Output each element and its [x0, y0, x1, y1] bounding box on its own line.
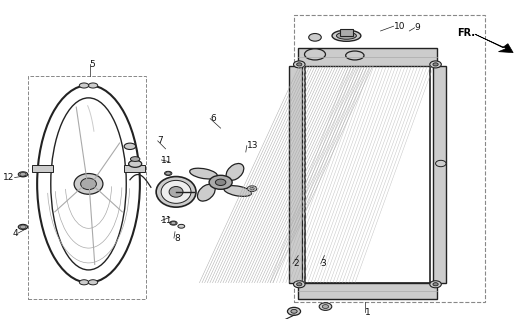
Circle shape [250, 188, 254, 190]
Ellipse shape [81, 178, 97, 190]
Circle shape [436, 160, 446, 167]
Text: FR.: FR. [458, 28, 476, 37]
Ellipse shape [79, 83, 89, 88]
Ellipse shape [297, 63, 302, 66]
Text: 2: 2 [293, 259, 299, 268]
Circle shape [215, 179, 226, 186]
Bar [433, 66, 446, 283]
Text: 1: 1 [365, 308, 371, 317]
Bar [28, 76, 146, 299]
Circle shape [247, 186, 257, 192]
Ellipse shape [294, 281, 305, 288]
Text: 7: 7 [158, 136, 164, 145]
Ellipse shape [433, 283, 438, 286]
Circle shape [209, 175, 232, 189]
Circle shape [322, 305, 328, 308]
Text: 12: 12 [3, 173, 15, 182]
Ellipse shape [197, 184, 215, 201]
Ellipse shape [74, 173, 103, 194]
Circle shape [166, 172, 171, 175]
Text: 8: 8 [174, 234, 180, 243]
Circle shape [309, 34, 321, 41]
Bar [298, 49, 437, 66]
Ellipse shape [156, 177, 196, 207]
Ellipse shape [18, 224, 27, 229]
Ellipse shape [433, 63, 438, 66]
Circle shape [319, 303, 332, 310]
Bar [124, 164, 145, 172]
Ellipse shape [165, 171, 172, 175]
Polygon shape [475, 34, 513, 52]
Text: 5: 5 [90, 60, 96, 69]
Ellipse shape [346, 51, 364, 60]
Ellipse shape [130, 157, 140, 161]
Ellipse shape [169, 187, 183, 197]
Ellipse shape [332, 30, 361, 41]
Ellipse shape [170, 221, 177, 225]
Ellipse shape [291, 309, 297, 313]
Ellipse shape [336, 32, 356, 39]
Text: 4: 4 [12, 229, 18, 238]
Bar [289, 66, 302, 283]
Ellipse shape [430, 281, 441, 288]
Bar [340, 29, 353, 36]
Ellipse shape [287, 307, 300, 315]
Text: 10: 10 [394, 22, 405, 31]
Ellipse shape [224, 186, 251, 196]
Ellipse shape [294, 61, 305, 68]
Circle shape [20, 172, 26, 176]
Ellipse shape [79, 280, 89, 285]
Ellipse shape [124, 143, 136, 149]
Text: 6: 6 [210, 114, 216, 123]
Text: 11: 11 [162, 216, 173, 225]
Ellipse shape [18, 172, 27, 177]
Ellipse shape [178, 224, 185, 228]
Ellipse shape [88, 280, 98, 285]
Ellipse shape [88, 83, 98, 88]
Ellipse shape [161, 180, 191, 203]
Ellipse shape [226, 164, 244, 180]
Text: 9: 9 [414, 23, 420, 32]
Ellipse shape [430, 61, 441, 68]
Ellipse shape [190, 168, 218, 179]
Ellipse shape [305, 49, 325, 60]
Ellipse shape [297, 283, 302, 286]
Ellipse shape [129, 160, 142, 167]
Circle shape [20, 225, 26, 229]
Bar [33, 164, 53, 172]
Text: 11: 11 [162, 156, 173, 164]
Bar [294, 15, 485, 302]
Bar [298, 283, 437, 299]
Circle shape [171, 221, 176, 225]
Text: 13: 13 [247, 141, 258, 150]
Bar [305, 66, 430, 283]
Text: 3: 3 [320, 259, 326, 268]
